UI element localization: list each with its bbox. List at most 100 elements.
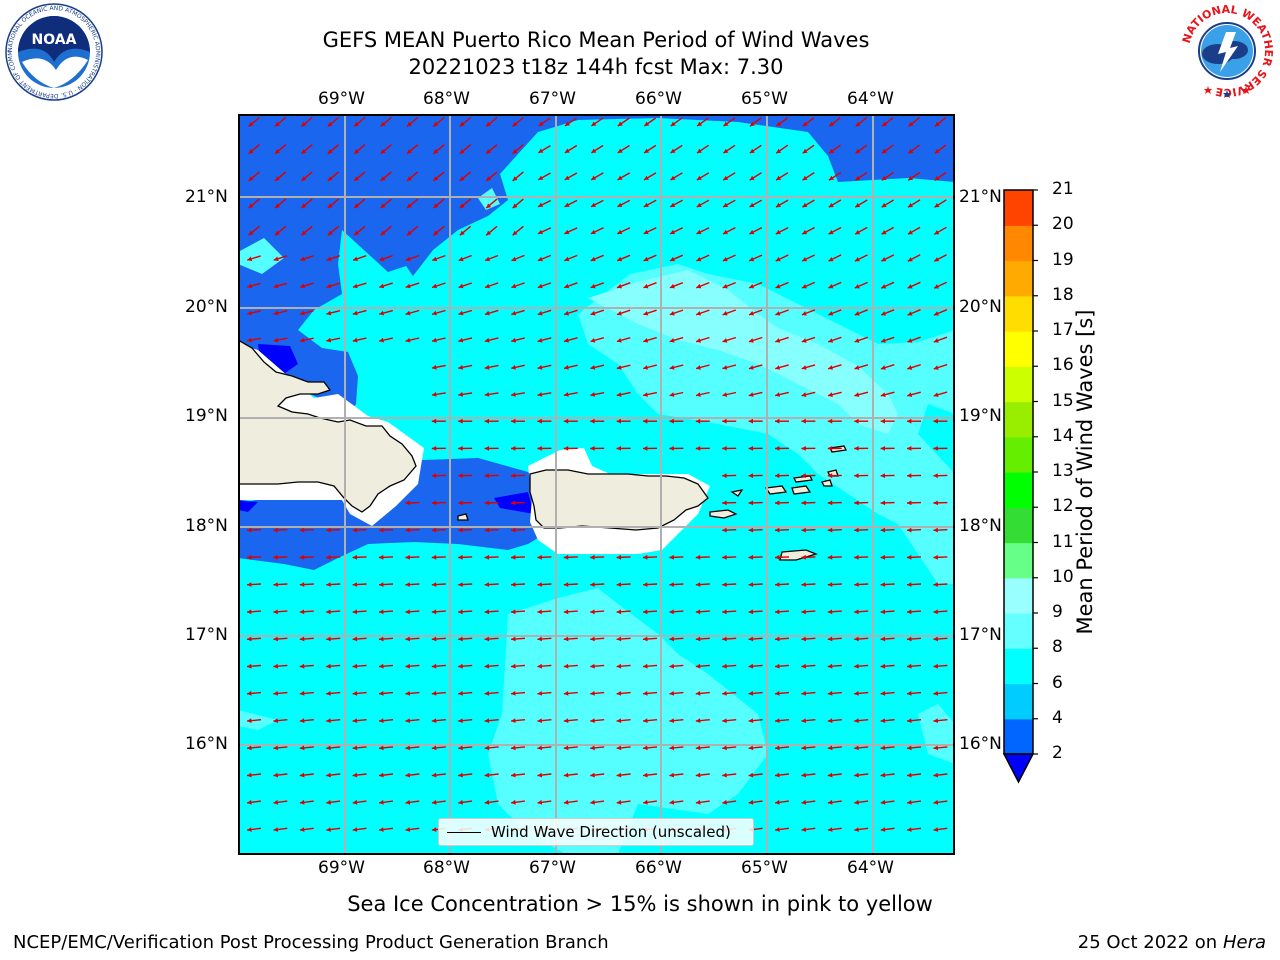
wind-arrow-head bbox=[643, 202, 649, 207]
wind-arrow-head bbox=[431, 473, 437, 479]
wind-arrow-head bbox=[431, 554, 437, 560]
noaa-logo-text: NOAA bbox=[32, 32, 77, 48]
wind-arrow-head bbox=[643, 636, 648, 642]
wind-arrow-head bbox=[273, 799, 279, 805]
wind-arrow-head bbox=[722, 392, 728, 397]
wind-arrow-head bbox=[354, 176, 360, 181]
wind-arrow-head bbox=[907, 338, 913, 343]
wind-arrow-head bbox=[854, 554, 859, 560]
lon-label-top: 64°W bbox=[847, 89, 894, 109]
wind-arrow-head bbox=[405, 691, 410, 696]
wind-arrow-head bbox=[907, 582, 912, 587]
wind-arrow-head bbox=[933, 718, 938, 723]
wind-arrow-head bbox=[617, 202, 623, 207]
wind-arrow-head bbox=[327, 121, 333, 127]
wind-arrow-head bbox=[880, 718, 886, 723]
wind-arrow-head bbox=[775, 827, 780, 832]
wind-arrow-head bbox=[590, 310, 596, 316]
wind-arrow-head bbox=[537, 418, 542, 424]
wind-arrow-head bbox=[829, 121, 835, 127]
wind-arrow-head bbox=[908, 148, 914, 154]
wind-arrow-head bbox=[882, 121, 887, 127]
wind-arrow-head bbox=[511, 636, 516, 642]
wind-arrow-head bbox=[512, 203, 518, 209]
wind-arrow-head bbox=[511, 473, 516, 479]
wind-arrow-head bbox=[484, 772, 490, 778]
wind-arrow-head bbox=[616, 663, 622, 669]
wind-arrow-head bbox=[484, 365, 490, 370]
wind-arrow-head bbox=[907, 284, 913, 289]
wind-arrow-head bbox=[907, 527, 912, 533]
wind-arrow-head bbox=[299, 799, 305, 805]
wind-arrow-head bbox=[431, 827, 437, 832]
wind-arrow-head bbox=[326, 256, 332, 262]
wind-arrow-head bbox=[748, 718, 754, 723]
wind-arrow-head bbox=[695, 446, 701, 451]
wind-arrow-head bbox=[696, 392, 701, 397]
wind-arrow-head bbox=[564, 148, 570, 153]
wind-arrow-head bbox=[827, 418, 833, 424]
wind-arrow-head bbox=[775, 718, 780, 723]
wind-arrow-head bbox=[248, 121, 254, 127]
wind-arrow-head bbox=[299, 745, 305, 751]
wind-arrow-head bbox=[748, 663, 754, 669]
wind-arrow-head bbox=[827, 691, 833, 696]
wind-arrow-head bbox=[458, 337, 464, 343]
wind-arrow-head bbox=[379, 745, 384, 751]
colorbar-tick-label: 18 bbox=[1052, 284, 1074, 305]
wind-arrow-head bbox=[431, 663, 437, 669]
wind-arrow-head bbox=[247, 609, 252, 615]
wind-arrow-head bbox=[722, 311, 728, 316]
wind-arrow-head bbox=[511, 772, 516, 778]
wind-arrow-head bbox=[907, 418, 912, 424]
wind-arrow-head bbox=[722, 609, 727, 615]
contour-8-9-east bbox=[588, 270, 898, 434]
wind-arrow-head bbox=[273, 772, 279, 778]
wind-arrow-head bbox=[827, 527, 833, 533]
wind-arrow-head bbox=[801, 827, 807, 832]
wind-arrow-head bbox=[511, 663, 516, 669]
wind-arrow-head bbox=[854, 745, 859, 751]
wind-arrow-head bbox=[379, 691, 384, 696]
wind-arrow-head bbox=[880, 745, 886, 751]
wind-arrow-head bbox=[247, 554, 252, 560]
wind-arrow-head bbox=[802, 257, 808, 262]
wind-arrow-head bbox=[802, 284, 807, 289]
wind-arrow-head bbox=[907, 230, 913, 235]
wind-arrow-head bbox=[748, 582, 754, 587]
wind-arrow-head bbox=[405, 718, 410, 723]
wind-arrow-head bbox=[432, 337, 437, 343]
wind-arrow-head bbox=[431, 500, 437, 506]
wind-arrow-head bbox=[775, 473, 780, 479]
lon-label-bottom: 64°W bbox=[847, 858, 894, 878]
wind-arrow-head bbox=[775, 772, 780, 778]
wind-arrow-head bbox=[643, 392, 648, 397]
wind-arrow-head bbox=[933, 799, 939, 805]
wind-arrow-head bbox=[326, 527, 331, 533]
wind-arrow-head bbox=[484, 745, 490, 751]
wind-arrow-head bbox=[696, 338, 701, 343]
wind-arrow-head bbox=[723, 175, 729, 181]
wind-arrow-head bbox=[563, 691, 569, 696]
wind-arrow-head bbox=[405, 310, 411, 316]
wind-arrow-head bbox=[907, 691, 912, 696]
wind-arrow-head bbox=[484, 527, 490, 533]
colorbar-segment bbox=[1004, 542, 1033, 579]
wind-arrow-head bbox=[722, 365, 728, 370]
wind-arrow-head bbox=[669, 745, 675, 751]
wind-arrow-head bbox=[326, 691, 331, 696]
wind-arrow-head bbox=[616, 338, 622, 343]
wind-arrow-head bbox=[907, 554, 912, 560]
wind-arrow-head bbox=[458, 772, 463, 778]
contour-6-8-north bbox=[478, 188, 500, 210]
wind-arrow-head bbox=[933, 827, 939, 832]
wind-arrow-head bbox=[827, 663, 833, 669]
wind-arrow-head bbox=[247, 718, 252, 723]
wind-arrow-head bbox=[352, 799, 358, 805]
wind-arrow-head bbox=[722, 527, 727, 533]
footer-branch: NCEP/EMC/Verification Post Processing Pr… bbox=[13, 932, 609, 953]
island-virgin-4 bbox=[791, 485, 812, 495]
wind-arrow-head bbox=[722, 473, 727, 479]
wind-arrow-head bbox=[486, 230, 492, 236]
wind-arrow-head bbox=[644, 148, 650, 153]
